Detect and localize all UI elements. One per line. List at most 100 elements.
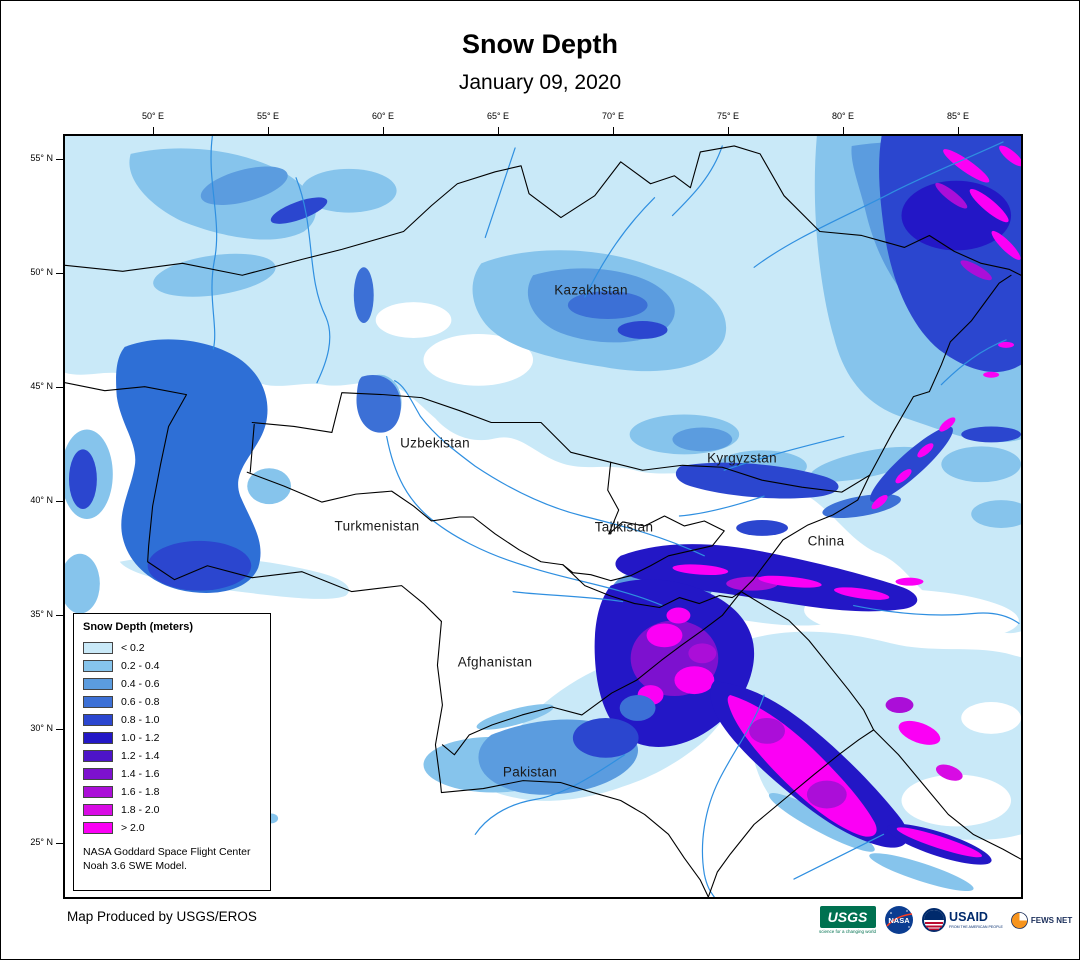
longitude-tick (958, 127, 959, 134)
longitude-tick (153, 127, 154, 134)
issyk-kul (736, 519, 788, 536)
country-borders (65, 145, 1021, 897)
legend-entry-label: > 2.0 (121, 822, 145, 834)
legend-swatch (83, 786, 113, 798)
legend-swatch (83, 660, 113, 672)
latitude-label: 50° N (30, 267, 53, 277)
legend-entry: 1.2 - 1.4 (83, 747, 261, 765)
legend-swatch (83, 804, 113, 816)
fewsnet-globe-icon (1011, 911, 1028, 929)
map-credit: Map Produced by USGS/EROS (67, 909, 257, 924)
logo-row: USGS science for a changing world NASA U… (819, 899, 1072, 941)
longitude-tick (613, 127, 614, 134)
longitude-tick (843, 127, 844, 134)
legend-source-line1: NASA Goddard Space Flight Center (83, 846, 251, 858)
snow-layer-dark (68, 136, 1021, 519)
legend-entry: 0.8 - 1.0 (83, 711, 261, 729)
longitude-label: 80° E (831, 111, 855, 121)
garabogaz-gulf (247, 468, 292, 505)
usgs-logo: USGS science for a changing world (819, 906, 876, 934)
legend-source-note: NASA Goddard Space Flight Center Noah 3.… (83, 846, 261, 873)
legend-swatch (83, 768, 113, 780)
legend-swatch (83, 678, 113, 690)
usgs-logo-text: USGS (819, 906, 876, 928)
usaid-emblem-icon (922, 908, 947, 932)
legend-entry: 1.0 - 1.2 (83, 729, 261, 747)
legend: Snow Depth (meters) < 0.2 0.2 - 0.4 0.4 - … (73, 613, 271, 891)
legend-entry-label: < 0.2 (121, 642, 145, 654)
usaid-logo: USAID FROM THE AMERICAN PEOPLE (922, 908, 1003, 932)
longitude-label: 75° E (716, 111, 740, 121)
caspian-south-deep (147, 540, 252, 591)
longitude-label: 60° E (371, 111, 395, 121)
latitude-label: 35° N (30, 609, 53, 619)
usaid-logo-tagline: FROM THE AMERICAN PEOPLE (949, 924, 1003, 929)
legend-entry: 1.8 - 2.0 (83, 801, 261, 819)
legend-entry-label: 0.2 - 0.4 (121, 660, 160, 672)
latitude-tick (56, 615, 63, 616)
aral-sea (356, 375, 401, 433)
longitude-label: 65° E (486, 111, 510, 121)
legend-entries: < 0.2 0.2 - 0.4 0.4 - 0.6 0.6 - 0.8 0.8 - 1.… (83, 639, 261, 837)
legend-entry: 1.6 - 1.8 (83, 783, 261, 801)
longitude-tick (268, 127, 269, 134)
longitude-tick (728, 127, 729, 134)
legend-swatch (83, 642, 113, 654)
rivers (210, 136, 1020, 897)
country-label-uzbekistan: Uzbekistan (400, 435, 470, 451)
latitude-tick (56, 387, 63, 388)
legend-title: Snow Depth (meters) (83, 621, 194, 633)
usaid-logo-text: USAID (949, 910, 988, 925)
country-label-tajikistan: Tajikistan (594, 519, 654, 535)
caspian-sea (116, 339, 268, 593)
page-title: Snow Depth (462, 29, 618, 59)
legend-entry: > 2.0 (83, 819, 261, 837)
legend-swatch (83, 822, 113, 834)
latitude-tick (56, 729, 63, 730)
country-label-pakistan: Pakistan (502, 764, 558, 780)
latitude-label: 25° N (30, 837, 53, 847)
longitude-label: 85° E (946, 111, 970, 121)
country-label-china: China (807, 533, 845, 549)
legend-source-line2: Noah 3.6 SWE Model. (83, 859, 187, 872)
legend-entry: 0.2 - 0.4 (83, 657, 261, 675)
nasa-logo: NASA (885, 906, 914, 934)
legend-entry-label: 0.4 - 0.6 (121, 678, 160, 690)
legend-entry-label: 1.4 - 1.6 (121, 768, 160, 780)
usgs-logo-tagline: science for a changing world (819, 929, 877, 934)
country-label-turkmenistan: Turkmenistan (334, 518, 420, 534)
legend-entry-label: 0.6 - 0.8 (121, 696, 160, 708)
water-bodies (116, 339, 788, 593)
legend-swatch (83, 714, 113, 726)
legend-entry-label: 0.8 - 1.0 (121, 714, 160, 726)
latitude-label: 45° N (30, 381, 53, 391)
latitude-label: 40° N (30, 495, 53, 505)
longitude-label: 70° E (601, 111, 625, 121)
legend-entry: 0.6 - 0.8 (83, 693, 261, 711)
longitude-label: 55° E (256, 111, 280, 121)
longitude-label: 50° E (141, 111, 165, 121)
latitude-tick (56, 501, 63, 502)
legend-entry-label: 1.2 - 1.4 (121, 750, 160, 762)
legend-entry: 0.4 - 0.6 (83, 675, 261, 693)
fewsnet-logo: FEWS NET (1011, 911, 1073, 929)
legend-entry-label: 1.8 - 2.0 (121, 804, 160, 816)
latitude-label: 30° N (30, 723, 53, 733)
svg-text:NASA: NASA (888, 916, 910, 925)
latitude-tick (56, 843, 63, 844)
legend-entry-label: 1.6 - 1.8 (121, 786, 160, 798)
longitude-tick (383, 127, 384, 134)
country-label-kyrgyzstan: Kyrgyzstan (707, 450, 777, 466)
map-canvas (65, 136, 1021, 897)
legend-swatch (83, 732, 113, 744)
country-label-kazakhstan: Kazakhstan (554, 282, 628, 298)
latitude-tick (56, 159, 63, 160)
longitude-tick (498, 127, 499, 134)
fewsnet-logo-text: FEWS NET (1030, 915, 1073, 925)
legend-entry: < 0.2 (83, 639, 261, 657)
latitude-label: 55° N (30, 153, 53, 163)
legend-swatch (83, 696, 113, 708)
map-frame: Snow Depth (meters) < 0.2 0.2 - 0.4 0.4 - … (63, 134, 1023, 899)
latitude-tick (56, 273, 63, 274)
